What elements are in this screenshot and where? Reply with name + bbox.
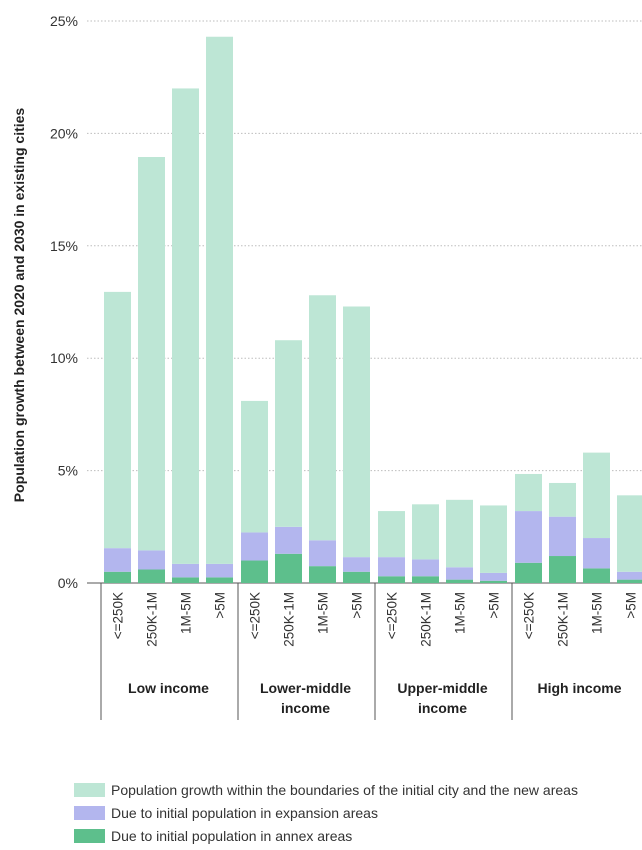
group-separators bbox=[100, 583, 513, 720]
bar-segment bbox=[412, 576, 439, 583]
bar-segment bbox=[275, 553, 302, 583]
bar-segment bbox=[378, 576, 405, 583]
bars bbox=[104, 36, 642, 583]
x-tick-label: 250K-1M bbox=[282, 592, 297, 647]
bar-segment bbox=[206, 563, 233, 578]
x-tick-label: >5M bbox=[487, 592, 502, 619]
bar-segment bbox=[515, 473, 542, 512]
bar-segment bbox=[309, 295, 336, 541]
bar-segment bbox=[515, 562, 542, 583]
bar-segment bbox=[241, 560, 268, 583]
bar-segment bbox=[275, 340, 302, 527]
bar-segment bbox=[412, 559, 439, 577]
bar-segment bbox=[172, 577, 199, 583]
y-tick-label: 25% bbox=[50, 13, 78, 29]
bar-segment bbox=[617, 579, 642, 583]
bar-segment bbox=[549, 516, 576, 557]
bar-segment bbox=[515, 511, 542, 563]
bar-segment bbox=[549, 482, 576, 517]
bar-segment bbox=[104, 548, 131, 572]
legend-swatch bbox=[74, 805, 105, 820]
x-tick-label: 1M-5M bbox=[590, 592, 605, 634]
bar-segment bbox=[549, 556, 576, 583]
x-tick-label: 1M-5M bbox=[453, 592, 468, 634]
bar-segment bbox=[583, 452, 610, 539]
legend-label: Due to initial population in annex areas bbox=[111, 827, 353, 844]
legend-label: Population growth within the boundaries … bbox=[111, 781, 578, 798]
x-tick-label: <=250K bbox=[111, 592, 126, 639]
y-tick-label: 5% bbox=[58, 463, 78, 479]
legend-swatch bbox=[74, 828, 105, 843]
y-tick-label: 0% bbox=[58, 575, 78, 591]
bar-segment bbox=[172, 563, 199, 578]
bar-segment bbox=[309, 540, 336, 567]
bar-segment bbox=[206, 36, 233, 564]
bar-segment bbox=[480, 505, 507, 573]
bar-segment bbox=[583, 568, 610, 583]
bar-segment bbox=[138, 157, 165, 551]
y-axis-ticks: 0% 5% 10% 15% 20% 25% bbox=[50, 13, 78, 591]
bar-segment bbox=[446, 567, 473, 580]
x-tick-label: >5M bbox=[624, 592, 639, 619]
bar-segment bbox=[378, 511, 405, 558]
x-tick-label: 1M-5M bbox=[179, 592, 194, 634]
bar-segment bbox=[343, 306, 370, 558]
group-labels: Low income Lower-middle income Upper-middle… bbox=[128, 680, 622, 716]
bar-segment bbox=[138, 550, 165, 570]
bar-segment bbox=[206, 577, 233, 583]
x-tick-label: 1M-5M bbox=[316, 592, 331, 634]
bar-segment bbox=[583, 538, 610, 569]
legend: Population growth within the boundaries … bbox=[74, 778, 578, 847]
bar-segment bbox=[446, 499, 473, 568]
x-tick-label: 250K-1M bbox=[419, 592, 434, 647]
group-label: Upper-middle income bbox=[397, 680, 487, 716]
x-tick-label: 250K-1M bbox=[145, 592, 160, 647]
bar-segment bbox=[480, 580, 507, 583]
legend-item: Population growth within the boundaries … bbox=[74, 778, 578, 801]
x-tick-label: <=250K bbox=[522, 592, 537, 639]
bar-segment bbox=[617, 571, 642, 580]
group-label: High income bbox=[537, 680, 621, 696]
bar-segment bbox=[138, 569, 165, 583]
x-axis-labels: <=250K 250K-1M 1M-5M >5M <=250K 250K-1M 1M-5M >… bbox=[111, 592, 639, 647]
bar-segment bbox=[343, 557, 370, 572]
bar-segment bbox=[446, 579, 473, 583]
bar-segment bbox=[343, 571, 370, 583]
y-tick-label: 15% bbox=[50, 238, 78, 254]
bar-segment bbox=[172, 88, 199, 564]
legend-swatch bbox=[74, 782, 105, 797]
y-axis-label: Population growth between 2020 and 2030 … bbox=[11, 108, 27, 503]
bar-segment bbox=[378, 557, 405, 577]
bar-segment bbox=[241, 532, 268, 561]
bar-segment bbox=[104, 291, 131, 549]
y-tick-label: 10% bbox=[50, 350, 78, 366]
x-tick-label: <=250K bbox=[248, 592, 263, 639]
bar-segment bbox=[104, 571, 131, 583]
legend-item: Due to initial population in annex areas bbox=[74, 824, 578, 847]
y-tick-label: 20% bbox=[50, 125, 78, 141]
x-tick-label: <=250K bbox=[385, 592, 400, 639]
bar-segment bbox=[241, 400, 268, 533]
x-tick-label: >5M bbox=[350, 592, 365, 619]
bar-segment bbox=[617, 495, 642, 572]
bar-segment bbox=[275, 526, 302, 554]
bar-segment bbox=[309, 566, 336, 583]
x-tick-label: 250K-1M bbox=[556, 592, 571, 647]
group-label: Lower-middle income bbox=[260, 680, 351, 716]
chart-svg: 0%5%10%15%20%25% <=250K 250K-1M 1M-5M >5M <=… bbox=[11, 13, 642, 720]
group-label: Low income bbox=[128, 680, 209, 696]
legend-label: Due to initial population in expansion a… bbox=[111, 804, 378, 821]
legend-item: Due to initial population in expansion a… bbox=[74, 801, 578, 824]
bar-segment bbox=[412, 504, 439, 560]
x-tick-label: >5M bbox=[213, 592, 228, 619]
bar-segment bbox=[480, 572, 507, 581]
